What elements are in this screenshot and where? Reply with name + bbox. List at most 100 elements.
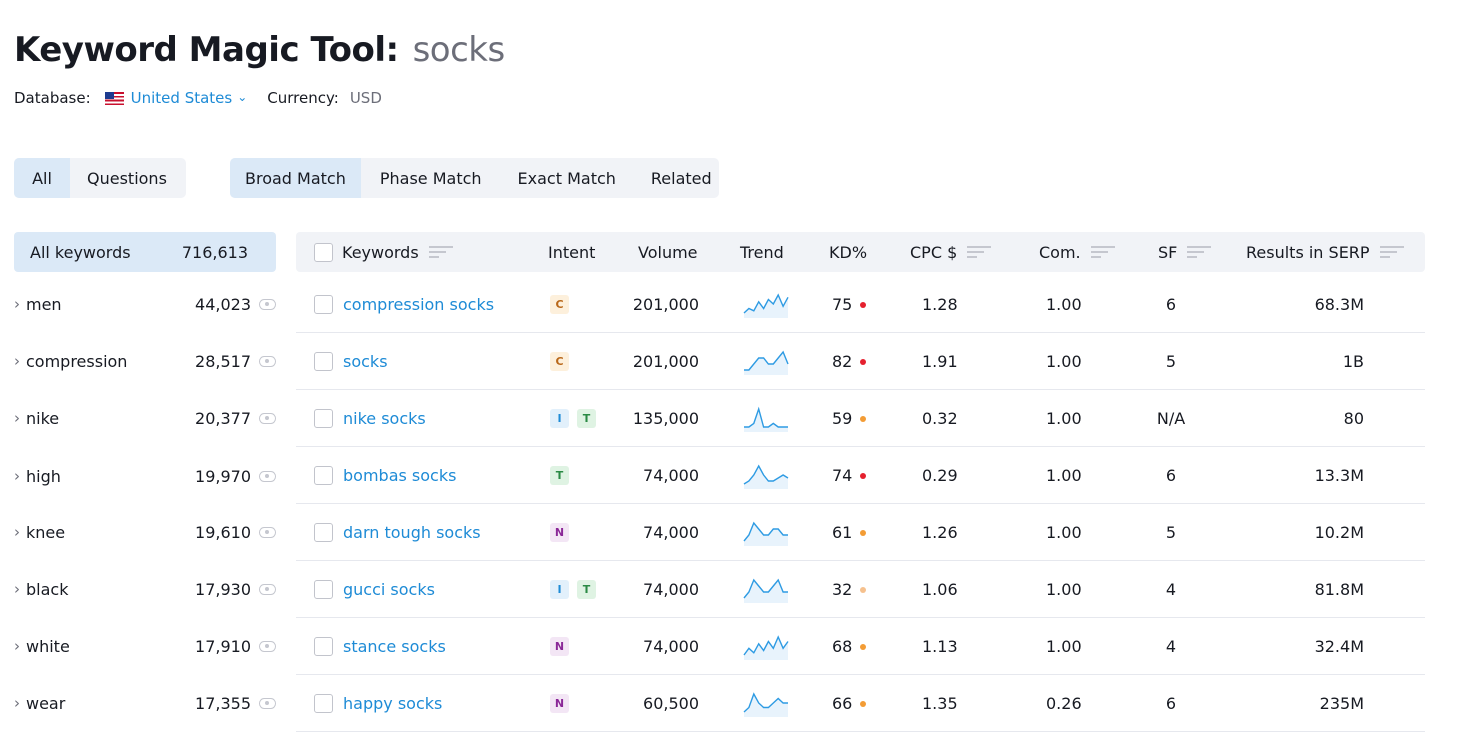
intent-cell: C <box>550 333 577 390</box>
results-value: 32.4M <box>1314 637 1364 656</box>
row-divider <box>296 446 1425 447</box>
keyword-group-compression[interactable]: › compression 28,517 <box>14 349 276 373</box>
sort-icon[interactable] <box>1379 246 1404 258</box>
table-row: happy socks N 60,500 66 1.35 0.26 6 235M <box>296 675 1425 732</box>
chevron-right-icon[interactable]: › <box>14 409 20 427</box>
row-checkbox[interactable] <box>314 447 333 504</box>
row-checkbox[interactable] <box>314 504 333 561</box>
volume-value: 135,000 <box>632 409 699 428</box>
eye-icon[interactable] <box>259 412 276 424</box>
search-query: socks <box>412 30 506 70</box>
us-flag-icon <box>104 91 124 105</box>
select-all-checkbox[interactable] <box>314 232 333 272</box>
trend-sparkline <box>743 333 789 390</box>
kd-value: 32 <box>832 561 867 618</box>
keyword-link[interactable]: stance socks <box>343 637 446 656</box>
com-value: 1.00 <box>1046 523 1082 542</box>
keyword-group-count: 19,970 <box>195 466 251 486</box>
tab-exact-match[interactable]: Exact Match <box>517 168 616 188</box>
tab-related[interactable]: Related <box>650 168 712 188</box>
chevron-down-icon[interactable]: ⌄ <box>237 90 248 104</box>
keyword-link[interactable]: happy socks <box>343 694 443 713</box>
database-selector[interactable]: United States <box>130 89 233 107</box>
row-checkbox[interactable] <box>314 333 333 390</box>
eye-icon[interactable] <box>259 298 276 310</box>
intent-cell: N <box>550 504 577 561</box>
keyword-group-nike[interactable]: › nike 20,377 <box>14 406 276 430</box>
trend-sparkline <box>743 447 789 504</box>
cpc-value: 0.32 <box>922 409 958 428</box>
column-cpc[interactable]: CPC $ <box>910 232 992 272</box>
chevron-right-icon[interactable]: › <box>14 694 20 712</box>
eye-icon[interactable] <box>259 640 276 652</box>
keyword-link[interactable]: nike socks <box>343 409 426 428</box>
kd-value: 82 <box>832 333 867 390</box>
column-kd[interactable]: KD% <box>829 242 868 262</box>
eye-icon[interactable] <box>259 583 276 595</box>
results-value: 10.2M <box>1314 523 1364 542</box>
row-checkbox[interactable] <box>314 675 333 732</box>
chevron-right-icon[interactable]: › <box>14 467 20 485</box>
eye-icon[interactable] <box>259 526 276 538</box>
keyword-group-high[interactable]: › high 19,970 <box>14 464 276 488</box>
keyword-link[interactable]: gucci socks <box>343 580 435 599</box>
keyword-group-count: 44,023 <box>195 294 251 314</box>
com-value: 1.00 <box>1046 580 1082 599</box>
table-row: bombas socks T 74,000 74 0.29 1.00 6 13.3M <box>296 447 1425 504</box>
volume-value: 74,000 <box>643 523 699 542</box>
chevron-right-icon[interactable]: › <box>14 352 20 370</box>
column-results[interactable]: Results in SERP <box>1246 232 1404 272</box>
sf-value: 5 <box>1165 352 1177 371</box>
sort-icon[interactable] <box>428 246 453 258</box>
sort-icon[interactable] <box>1090 246 1115 258</box>
eye-icon[interactable] <box>259 470 276 482</box>
keyword-group-white[interactable]: › white 17,910 <box>14 634 276 658</box>
column-sf[interactable]: SF <box>1158 232 1212 272</box>
keyword-group-label: white <box>26 636 70 656</box>
page-title: Keyword Magic Tool: socks <box>14 30 505 70</box>
row-checkbox[interactable] <box>314 561 333 618</box>
tab-all[interactable]: All <box>14 158 70 198</box>
keyword-group-knee[interactable]: › knee 19,610 <box>14 520 276 544</box>
keyword-link[interactable]: compression socks <box>343 295 495 314</box>
trend-sparkline <box>743 504 789 561</box>
keyword-group-count: 19,610 <box>195 522 251 542</box>
keyword-link[interactable]: socks <box>343 352 388 371</box>
sort-icon[interactable] <box>967 246 992 258</box>
keyword-group-count: 28,517 <box>195 351 251 371</box>
intent-badge: C <box>550 352 569 371</box>
eye-icon[interactable] <box>259 697 276 709</box>
intent-badge: T <box>550 466 569 485</box>
results-value: 81.8M <box>1314 580 1364 599</box>
row-checkbox[interactable] <box>314 276 333 333</box>
all-keywords-group[interactable]: All keywords 716,613 <box>14 232 276 272</box>
chevron-right-icon[interactable]: › <box>14 637 20 655</box>
cpc-value: 1.06 <box>922 580 958 599</box>
eye-icon[interactable] <box>259 355 276 367</box>
keyword-link[interactable]: bombas socks <box>343 466 457 485</box>
keyword-link[interactable]: darn tough socks <box>343 523 481 542</box>
currency-label: Currency: <box>267 89 339 107</box>
cpc-value: 1.91 <box>922 352 958 371</box>
table-header: Keywords Intent Volume Trend KD% CPC $ C… <box>296 232 1425 272</box>
tab-questions[interactable]: Questions <box>87 168 167 188</box>
tab-phase-match[interactable]: Phase Match <box>379 168 482 188</box>
chevron-right-icon[interactable]: › <box>14 580 20 598</box>
sf-value: 6 <box>1165 694 1177 713</box>
keyword-group-label: black <box>26 579 69 599</box>
keyword-group-men[interactable]: › men 44,023 <box>14 292 276 316</box>
column-com[interactable]: Com. <box>1039 232 1115 272</box>
keyword-group-label: high <box>26 466 61 486</box>
row-checkbox[interactable] <box>314 618 333 675</box>
keyword-group-wear[interactable]: › wear 17,355 <box>14 691 276 715</box>
chevron-right-icon[interactable]: › <box>14 523 20 541</box>
row-checkbox[interactable] <box>314 390 333 447</box>
com-value: 1.00 <box>1046 295 1082 314</box>
column-keywords[interactable]: Keywords <box>342 232 453 272</box>
keyword-group-black[interactable]: › black 17,930 <box>14 577 276 601</box>
com-value: 1.00 <box>1046 466 1082 485</box>
chevron-right-icon[interactable]: › <box>14 295 20 313</box>
sort-icon[interactable] <box>1187 246 1212 258</box>
tab-broad-match[interactable]: Broad Match <box>230 158 361 198</box>
column-volume[interactable]: Volume <box>638 242 698 262</box>
